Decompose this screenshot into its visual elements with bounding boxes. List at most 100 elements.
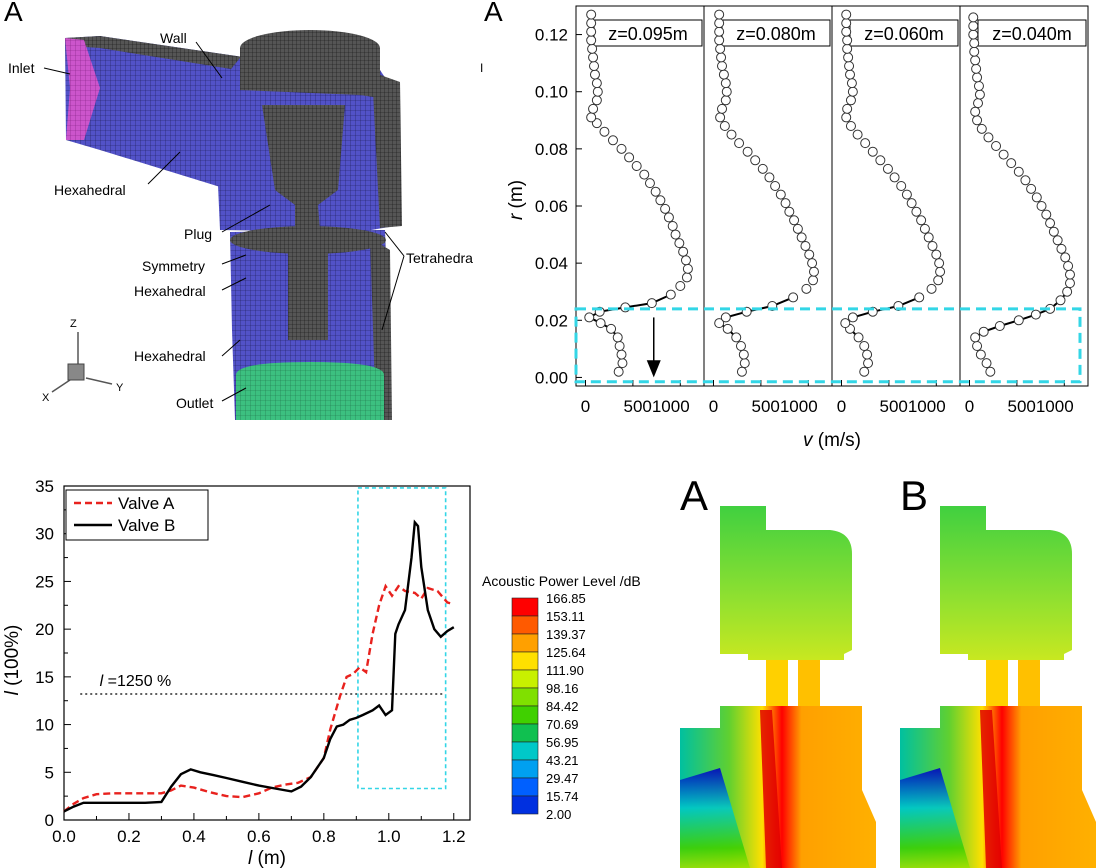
data-point <box>847 86 858 97</box>
data-point <box>670 229 681 240</box>
legend-label: Valve B <box>118 516 175 535</box>
data-point <box>914 292 925 303</box>
data-point <box>738 349 749 360</box>
colorbar-swatch <box>511 633 539 653</box>
x-tick-label: 5001000 <box>879 397 945 416</box>
data-point <box>896 181 907 191</box>
x-tick-label: 0 <box>709 397 718 416</box>
mesh-panel-letter: A <box>4 0 23 27</box>
y-tick-label: 25 <box>35 572 54 591</box>
y-axis-label: l (100%) <box>2 625 23 696</box>
data-point <box>968 12 979 23</box>
data-point <box>589 69 600 80</box>
x-axis-label: l (m) <box>248 848 286 868</box>
data-point <box>1062 286 1073 297</box>
field-throat-left <box>986 660 1008 706</box>
x-tick-label: 0.2 <box>117 827 141 846</box>
data-point <box>1052 235 1063 246</box>
data-point <box>1060 252 1071 263</box>
y-axis-label: r (m) <box>506 180 527 220</box>
data-point <box>971 63 982 74</box>
data-point <box>919 223 930 234</box>
data-point <box>970 332 981 343</box>
axis-y-label: Y <box>116 382 124 394</box>
field-hot-streak <box>980 710 1002 868</box>
data-point <box>933 275 944 286</box>
label-hexahedral-low: Hexahedral <box>134 348 206 364</box>
field-upper-chamber <box>720 506 852 660</box>
series-label: z=0.040m <box>992 24 1072 44</box>
data-point <box>931 249 942 260</box>
series-line <box>63 583 455 813</box>
data-point <box>845 95 856 106</box>
colorbar-label: 111.90 <box>546 663 584 678</box>
data-point <box>639 169 650 180</box>
data-point <box>968 29 979 40</box>
data-point <box>863 358 874 369</box>
stray-mark: I <box>480 61 483 75</box>
y-tick-label: 0.10 <box>535 83 568 102</box>
data-point <box>599 126 610 137</box>
data-point <box>780 198 791 209</box>
colorbar-swatch <box>511 597 539 617</box>
acoustic-chart: Acoustic Power Level /dB 166.85 153.11 139.… <box>482 472 1096 868</box>
data-point <box>808 275 819 286</box>
data-point <box>859 366 870 377</box>
data-point <box>969 38 980 49</box>
axis-x-label: X <box>42 392 50 404</box>
data-point <box>1064 269 1075 280</box>
x-tick-label: 1.0 <box>377 827 401 846</box>
data-point <box>644 178 655 189</box>
data-point <box>607 135 618 146</box>
data-point <box>735 341 746 351</box>
data-point <box>801 283 812 294</box>
data-point <box>721 86 732 97</box>
label-plug: Plug <box>184 226 213 242</box>
data-point <box>788 292 799 303</box>
label-wall: Wall <box>160 30 187 46</box>
data-point <box>784 206 795 217</box>
data-point <box>853 332 864 343</box>
data-point <box>717 61 728 71</box>
data-point <box>842 103 853 114</box>
field-hot-streak <box>760 710 782 868</box>
inlet-face <box>65 38 100 140</box>
data-point <box>916 215 927 226</box>
colorbar-swatch <box>511 615 539 635</box>
data-point <box>792 223 803 234</box>
stem <box>288 230 328 340</box>
data-point <box>587 43 598 54</box>
data-point <box>1026 183 1037 194</box>
velocity-panel: A 0.12 0.10 0.08 0.06 0.04 0.02 0.00 r (m) I 0 500… <box>480 0 1111 460</box>
y-tick-label: 20 <box>35 620 54 639</box>
data-point <box>843 52 854 63</box>
annotation: l =1250 % <box>100 673 172 690</box>
data-point <box>591 95 602 106</box>
data-point <box>974 89 985 100</box>
data-point <box>714 18 725 29</box>
colorbar-label: 139.37 <box>546 627 586 642</box>
colorbar-swatch <box>511 723 539 743</box>
data-point <box>719 121 730 131</box>
data-point <box>847 312 858 323</box>
data-point <box>606 323 617 334</box>
data-point <box>714 26 725 37</box>
data-point <box>586 18 597 29</box>
data-point <box>841 18 852 29</box>
data-point <box>720 95 731 106</box>
data-point <box>736 366 747 377</box>
data-point <box>800 241 811 251</box>
data-point <box>734 138 745 149</box>
data-point <box>718 69 729 80</box>
data-point <box>970 55 981 66</box>
data-point <box>592 86 603 97</box>
data-point <box>715 43 726 54</box>
data-point <box>983 132 994 143</box>
data-point <box>845 121 856 131</box>
data-point <box>717 103 728 114</box>
field-upper-chamber <box>940 506 1072 660</box>
label-outlet: Outlet <box>176 395 214 411</box>
pipe-top-wall <box>65 36 250 72</box>
data-point <box>860 138 871 149</box>
legend-label: Valve A <box>118 494 175 513</box>
